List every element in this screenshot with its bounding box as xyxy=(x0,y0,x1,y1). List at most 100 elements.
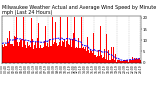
Bar xyxy=(127,60,128,63)
Bar xyxy=(136,58,137,63)
Bar xyxy=(113,47,114,63)
Bar xyxy=(85,47,86,63)
Bar xyxy=(92,53,93,63)
Bar xyxy=(55,22,56,63)
Bar xyxy=(68,44,69,63)
Bar xyxy=(134,58,135,63)
Bar xyxy=(67,17,68,63)
Bar xyxy=(109,60,110,63)
Bar xyxy=(100,25,101,63)
Bar xyxy=(10,44,11,63)
Bar xyxy=(96,57,97,63)
Bar xyxy=(66,41,67,63)
Bar xyxy=(30,47,31,63)
Bar xyxy=(53,44,54,63)
Bar xyxy=(38,23,39,63)
Bar xyxy=(31,18,32,63)
Bar xyxy=(95,55,96,63)
Bar xyxy=(36,48,37,63)
Bar xyxy=(50,46,51,63)
Bar xyxy=(70,39,71,63)
Bar xyxy=(129,60,130,63)
Bar xyxy=(24,40,25,63)
Bar xyxy=(11,44,12,63)
Bar xyxy=(32,49,33,63)
Bar xyxy=(77,48,78,63)
Bar xyxy=(62,41,63,63)
Bar xyxy=(104,49,105,63)
Bar xyxy=(112,59,113,63)
Bar xyxy=(137,59,138,63)
Bar xyxy=(13,46,14,63)
Bar xyxy=(138,59,139,63)
Bar xyxy=(37,38,38,63)
Bar xyxy=(6,46,7,63)
Bar xyxy=(119,60,120,63)
Bar xyxy=(15,37,16,63)
Bar xyxy=(80,48,81,63)
Bar xyxy=(91,51,92,63)
Bar xyxy=(121,61,122,63)
Bar xyxy=(47,43,48,63)
Bar xyxy=(64,39,65,63)
Bar xyxy=(89,53,90,63)
Bar xyxy=(48,47,49,63)
Bar xyxy=(101,55,102,63)
Bar xyxy=(57,46,58,63)
Bar xyxy=(123,60,124,63)
Bar xyxy=(87,37,88,63)
Bar xyxy=(18,46,19,63)
Bar xyxy=(22,47,23,63)
Bar xyxy=(103,57,104,63)
Bar xyxy=(58,45,59,63)
Bar xyxy=(33,43,34,63)
Bar xyxy=(63,40,64,63)
Bar xyxy=(74,17,75,63)
Bar xyxy=(51,46,52,63)
Bar xyxy=(135,59,136,63)
Bar xyxy=(16,17,17,63)
Bar xyxy=(8,43,9,63)
Bar xyxy=(83,47,84,63)
Bar xyxy=(9,31,10,63)
Bar xyxy=(118,60,119,63)
Bar xyxy=(49,39,50,63)
Bar xyxy=(45,26,46,63)
Bar xyxy=(44,41,45,63)
Bar xyxy=(94,55,95,63)
Bar xyxy=(12,44,13,63)
Bar xyxy=(140,60,141,63)
Bar xyxy=(124,60,125,63)
Bar xyxy=(65,47,66,63)
Bar xyxy=(21,39,22,63)
Bar xyxy=(29,45,30,63)
Bar xyxy=(23,17,24,63)
Bar xyxy=(60,17,61,63)
Bar xyxy=(131,60,132,63)
Bar xyxy=(98,50,99,63)
Bar xyxy=(110,60,111,63)
Bar xyxy=(43,47,44,63)
Bar xyxy=(106,34,107,63)
Bar xyxy=(122,61,123,63)
Bar xyxy=(102,58,103,63)
Bar xyxy=(139,58,140,63)
Bar xyxy=(125,60,126,63)
Bar xyxy=(59,42,60,63)
Bar xyxy=(40,45,41,63)
Bar xyxy=(97,56,98,63)
Bar xyxy=(28,46,29,63)
Bar xyxy=(14,36,15,63)
Bar xyxy=(7,38,8,63)
Bar xyxy=(88,50,89,63)
Bar xyxy=(128,62,129,63)
Bar xyxy=(4,39,5,63)
Bar xyxy=(46,46,47,63)
Bar xyxy=(81,17,82,63)
Bar xyxy=(99,56,100,63)
Bar xyxy=(126,60,127,63)
Bar xyxy=(72,39,73,63)
Bar xyxy=(17,42,18,63)
Bar xyxy=(78,38,79,63)
Bar xyxy=(3,47,4,63)
